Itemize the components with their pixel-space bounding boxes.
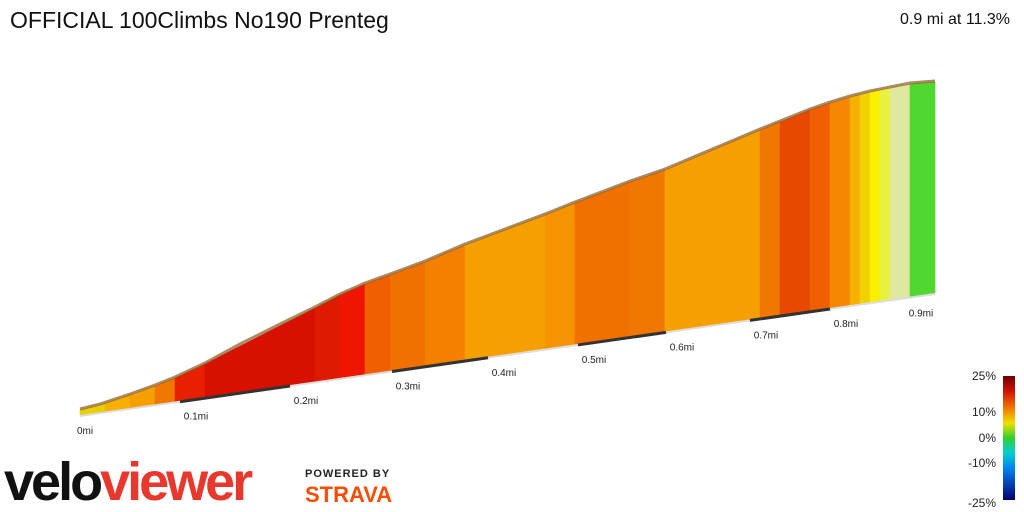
profile-rim: [79, 79, 936, 411]
gradient-strip: [314, 294, 341, 382]
distance-label: 0.5mi: [582, 355, 606, 366]
logo-velo: velo: [4, 452, 101, 512]
profile: [79, 79, 936, 417]
distance-axis: 0mi 0.1mi 0.2mi 0.3mi 0.4mi 0.5mi 0.6mi 0.7mi 0.…: [77, 307, 933, 437]
gradient-legend-bar: [1003, 376, 1015, 500]
distance-label: 0mi: [77, 426, 93, 437]
gradient-strip: [664, 129, 761, 332]
distance-band: [179, 384, 291, 404]
gradient-strip: [574, 181, 631, 345]
distance-label: 0.6mi: [670, 342, 694, 353]
logo: veloviewer: [4, 452, 253, 512]
gradient-strip: [859, 91, 871, 305]
legend-label: -25%: [968, 496, 996, 510]
gradient-strip: [909, 81, 936, 297]
gradient-strip: [779, 109, 811, 316]
gradient-strip: [464, 214, 546, 361]
logo-viewer: viewer: [100, 452, 253, 512]
distance-band: [391, 356, 489, 373]
distance-label: 0.3mi: [396, 381, 420, 392]
gradient-strip: [879, 87, 891, 302]
gradient-strip: [339, 283, 366, 379]
legend-label: 10%: [972, 405, 996, 419]
gradient-strip: [809, 102, 831, 312]
gradient-strip: [849, 94, 861, 306]
distance-label: 0.1mi: [184, 412, 208, 423]
legend-label: 25%: [972, 369, 996, 383]
legend-label: 0%: [979, 431, 997, 445]
gradient-strip: [869, 89, 881, 303]
powered-by: POWERED BY: [305, 468, 390, 480]
title: OFFICIAL 100Climbs No190 Prenteg: [10, 7, 389, 33]
distance-label: 0.2mi: [294, 396, 318, 407]
gradient-strip: [389, 261, 426, 372]
strava: STRAVA: [305, 482, 392, 507]
distance-band: [749, 307, 831, 322]
legend-label: -10%: [968, 456, 996, 470]
summary: 0.9 mi at 11.3%: [900, 11, 1010, 28]
gradient-strip: [759, 121, 781, 319]
gradient-strip: [544, 202, 576, 349]
gradient-strip: [424, 244, 466, 367]
gradient-strip: [889, 83, 911, 300]
gradient-strip: [364, 274, 391, 375]
distance-label: 0.7mi: [754, 330, 778, 341]
distance-band: [577, 330, 667, 347]
gradient-strip: [829, 96, 851, 309]
distance-label: 0.4mi: [492, 368, 516, 379]
gradient-legend: 25% 10% 0% -10% -25%: [968, 369, 996, 510]
distance-label: 0.9mi: [909, 308, 933, 319]
distance-label: 0.8mi: [834, 319, 858, 330]
gradient-strip: [629, 169, 666, 337]
